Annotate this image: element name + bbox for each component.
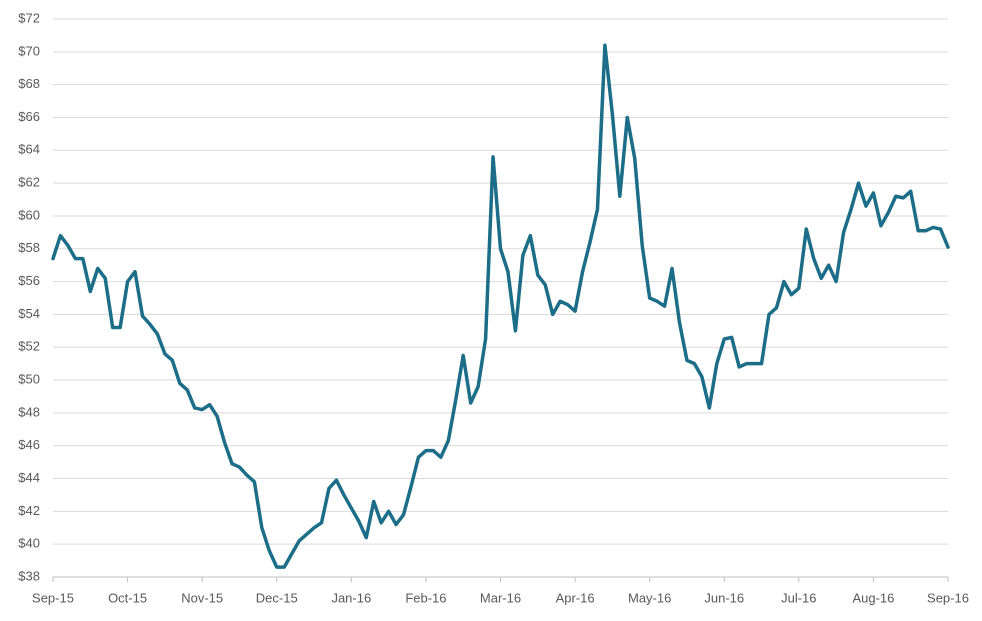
y-tick-label: $58: [18, 240, 40, 255]
x-tick-label: Dec-15: [256, 590, 298, 605]
y-tick-label: $72: [18, 10, 40, 25]
x-tick-label: Apr-16: [556, 590, 595, 605]
x-tick-label: Nov-15: [181, 590, 223, 605]
x-tick-label: Jun-16: [704, 590, 744, 605]
y-tick-label: $56: [18, 273, 40, 288]
x-tick-label: Jan-16: [331, 590, 371, 605]
y-tick-label: $60: [18, 207, 40, 222]
y-tick-label: $48: [18, 404, 40, 419]
y-tick-label: $50: [18, 371, 40, 386]
y-tick-label: $52: [18, 339, 40, 354]
x-tick-label: Aug-16: [852, 590, 894, 605]
x-tick-label: Jul-16: [781, 590, 816, 605]
y-tick-label: $42: [18, 503, 40, 518]
x-tick-label: Mar-16: [480, 590, 521, 605]
y-tick-label: $38: [18, 568, 40, 583]
x-tick-label: May-16: [628, 590, 671, 605]
x-tick-label: Feb-16: [405, 590, 446, 605]
y-tick-label: $64: [18, 142, 40, 157]
y-tick-label: $68: [18, 76, 40, 91]
y-tick-label: $44: [18, 470, 40, 485]
y-tick-label: $46: [18, 437, 40, 452]
y-tick-label: $70: [18, 43, 40, 58]
y-tick-label: $66: [18, 109, 40, 124]
x-tick-label: Oct-15: [108, 590, 147, 605]
y-tick-label: $54: [18, 306, 40, 321]
y-tick-label: $62: [18, 175, 40, 190]
y-tick-label: $40: [18, 536, 40, 551]
x-tick-label: Sep-16: [927, 590, 969, 605]
series-line: [51, 43, 950, 569]
x-tick-label: Sep-15: [32, 590, 74, 605]
